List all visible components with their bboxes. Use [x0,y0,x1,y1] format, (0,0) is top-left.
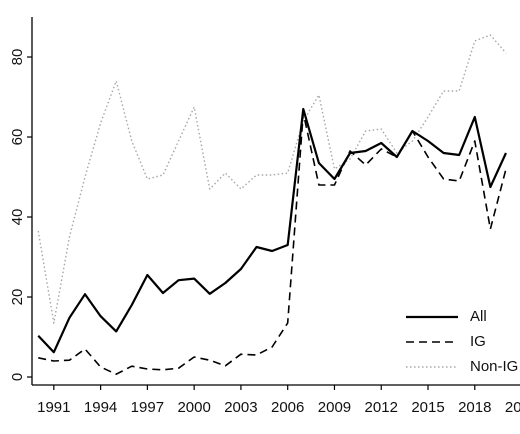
legend: All IG Non-IG [406,308,518,375]
x-tick-label: 1991 [37,399,70,416]
y-tick-label: 40 [9,209,26,226]
x-tick-label: 2015 [411,399,444,416]
series-lines [37,34,507,376]
x-ticks: 1991 1994 1997 2000 2003 2006 2009 2012 2015 2018… [37,385,520,416]
x-tick-label: 2000 [177,399,210,416]
y-tick-label: 20 [9,289,26,306]
series-line-all [37,107,507,354]
x-tick-label: 1994 [84,399,117,416]
y-tick-label: 80 [9,49,26,66]
axes [31,17,520,386]
x-tick-label: 2006 [271,399,304,416]
x-tick-label: 2009 [318,399,351,416]
x-tick-label: 2003 [224,399,257,416]
y-ticks: 0 20 40 60 80 [9,49,32,381]
legend-label-all: All [470,308,487,325]
x-tick-label: 2018 [458,399,491,416]
legend-label-ig: IG [470,333,486,350]
y-tick-label: 0 [9,373,26,381]
y-tick-label: 60 [9,129,26,146]
legend-label-non-ig: Non-IG [470,358,518,375]
x-tick-label: 2021 [505,399,520,416]
series-line-ig [38,112,507,376]
x-tick-label: 1997 [131,399,164,416]
x-tick-label: 2012 [365,399,398,416]
series-line-non-ig [37,34,507,324]
